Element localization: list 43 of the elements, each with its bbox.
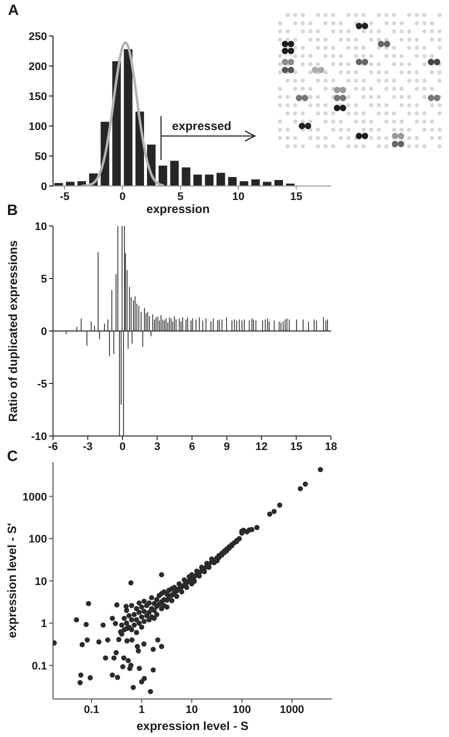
x-tick-label: 18 (324, 440, 338, 453)
y-tick-label: 0 (40, 180, 47, 193)
x-tick-label: 0.1 (84, 704, 100, 716)
y-tick-label: 10 (34, 576, 47, 588)
x-tick-label: 5 (177, 190, 184, 203)
x-tick-label: 6 (188, 440, 196, 453)
x-tick-label: 1000 (280, 704, 304, 716)
x-tick-label: 100 (232, 704, 252, 716)
x-tick-label: 15 (290, 190, 302, 203)
x-axis-title: expression (146, 202, 210, 216)
y-tick-label: 100 (28, 120, 47, 133)
x-tick-label: 15 (290, 440, 302, 453)
chart-title: B (7, 202, 18, 219)
y-tick-label: 0.1 (32, 660, 47, 672)
x-tick-label: -3 (82, 440, 93, 453)
y-axis-title: Ratio of duplicated expressions (6, 240, 20, 422)
y-tick-label: 1 (40, 618, 47, 630)
x-tick-label: -6 (48, 440, 58, 453)
y-tick-label: 10 (34, 220, 47, 233)
x-tick-label: -5 (60, 190, 70, 203)
x-tick-label: 10 (232, 190, 244, 203)
y-tick-label: 5 (40, 273, 47, 286)
annotation: expressed (172, 119, 232, 133)
x-tick-label: 3 (154, 440, 160, 453)
x-tick-label: 10 (186, 704, 198, 716)
y-axis-title: expression level - S' (5, 522, 19, 638)
y-tick-label: 150 (28, 90, 47, 103)
y-tick-label: -5 (37, 378, 47, 390)
y-tick-label: 100 (28, 534, 47, 546)
y-tick-label: 200 (28, 60, 47, 73)
y-tick-label: 50 (34, 150, 47, 163)
x-axis-title: expression level - S (136, 719, 249, 733)
chart-title: C (7, 448, 18, 465)
x-tick-label: 9 (224, 440, 230, 453)
x-tick-label: 0 (119, 190, 126, 203)
y-tick-label: 250 (28, 30, 47, 43)
y-tick-label: -10 (31, 430, 47, 443)
x-tick-label: 1 (138, 704, 145, 716)
x-tick-label: 0 (119, 440, 126, 453)
y-tick-label: 0 (40, 326, 47, 338)
chart-title: A (8, 2, 19, 19)
y-tick-label: 1000 (22, 491, 47, 504)
x-tick-label: 12 (255, 440, 268, 453)
